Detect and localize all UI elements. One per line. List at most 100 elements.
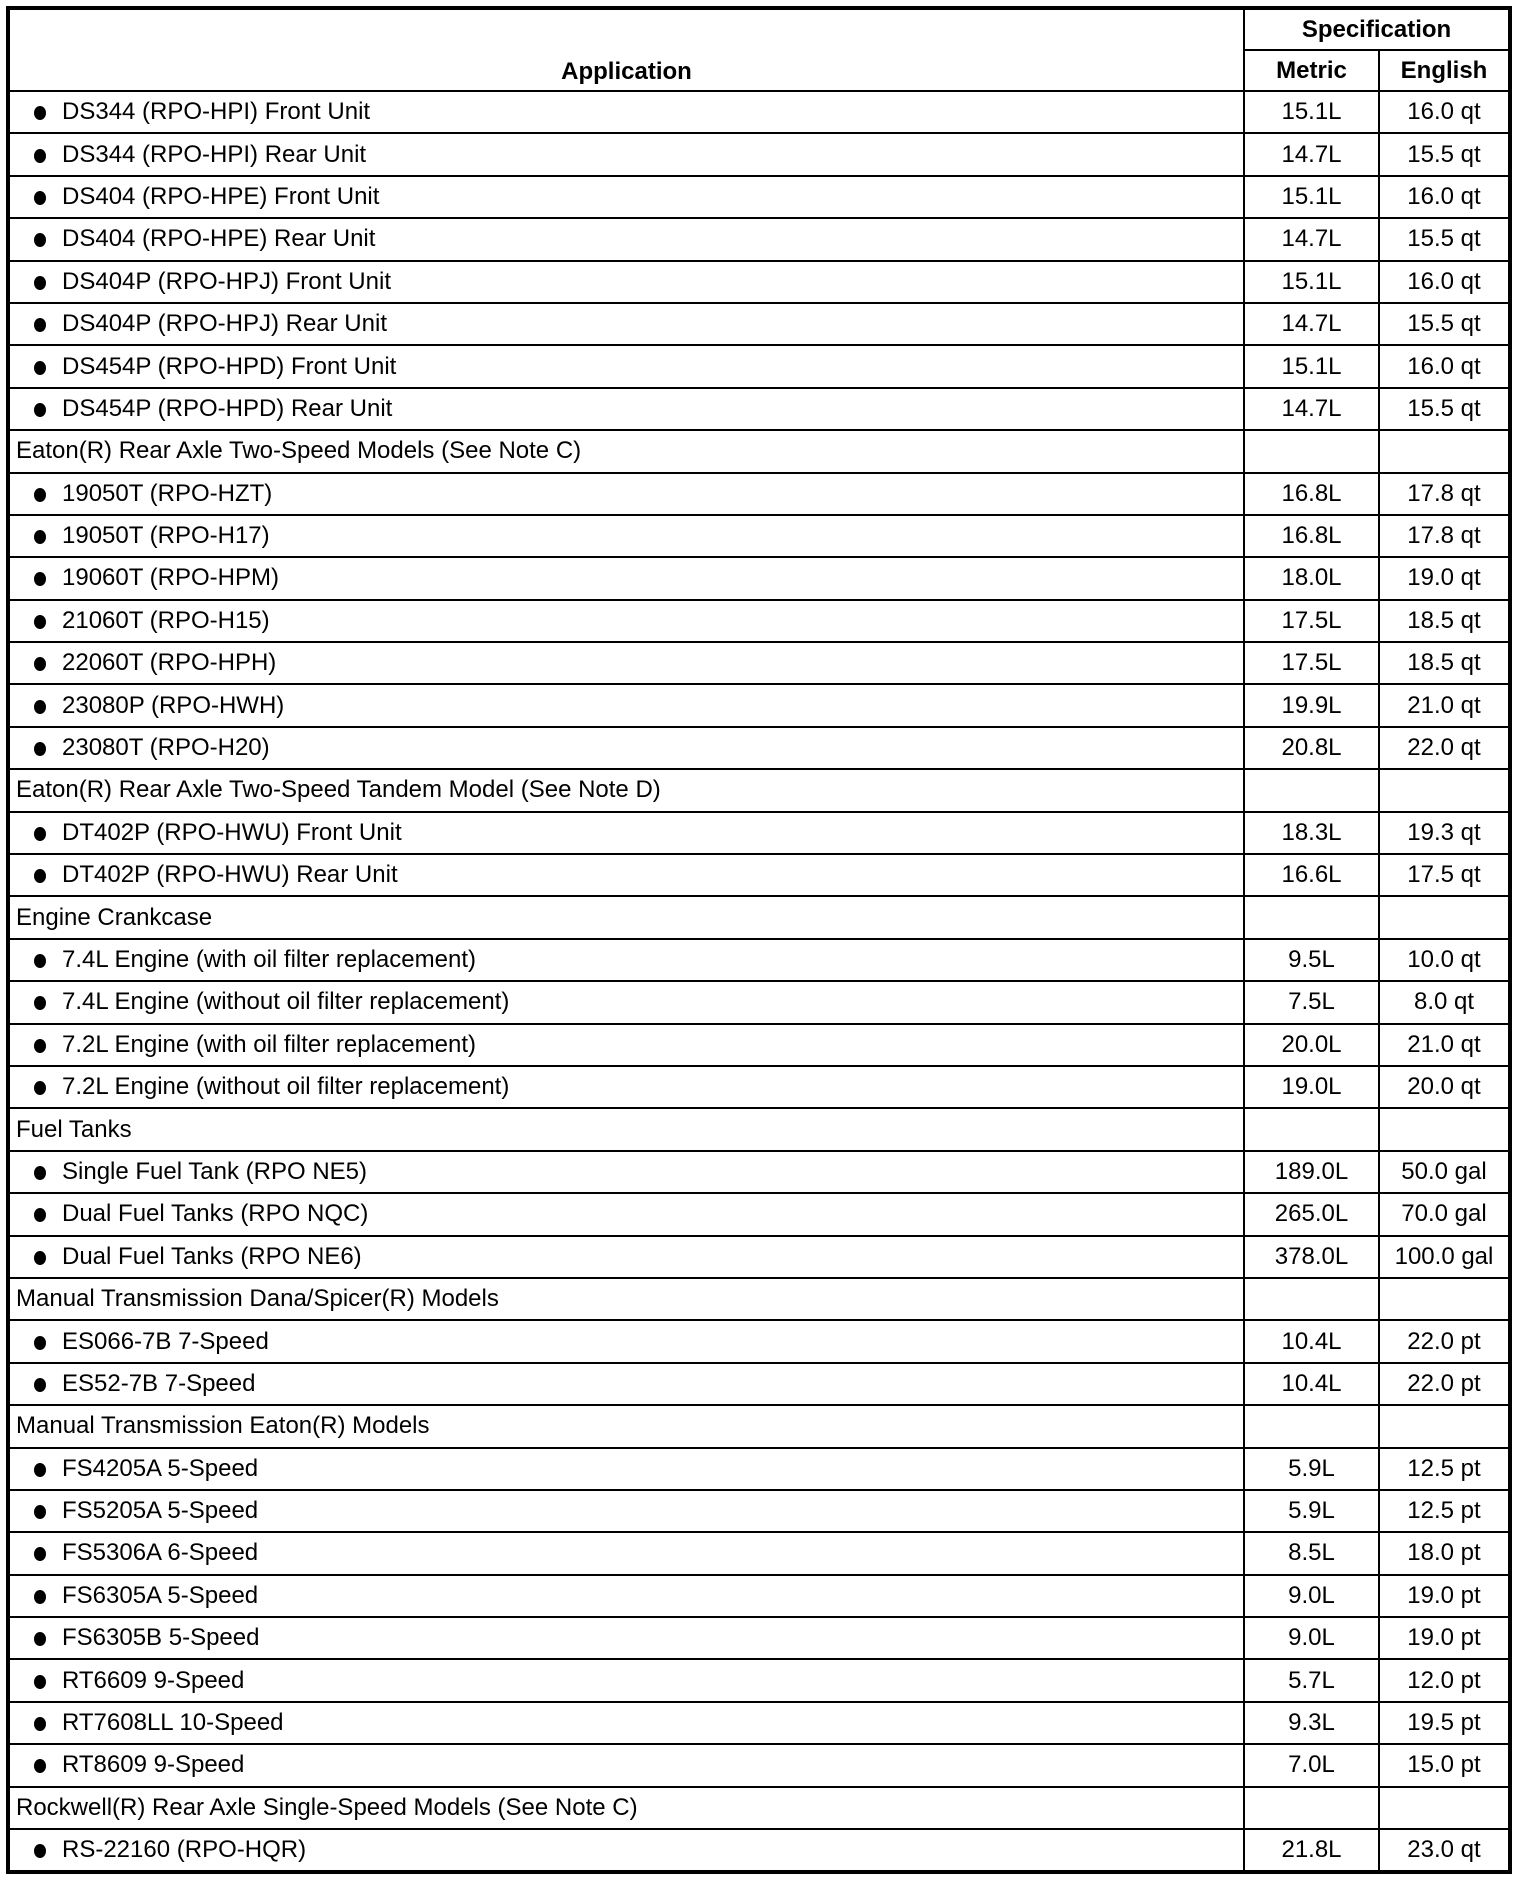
application-cell: Manual Transmission Eaton(R) Models — [7, 1404, 1245, 1449]
bullet-icon — [34, 1208, 46, 1223]
metric-cell — [1243, 1404, 1380, 1449]
english-cell: 16.0 qt — [1378, 174, 1511, 220]
table-row: 23080P (RPO-HWH) 19.9L 21.0 qt — [7, 683, 1511, 728]
application-label: 7.4L Engine (without oil filter replacem… — [62, 988, 510, 1016]
table-row: RT6609 9-Speed 5.7L 12.0 pt — [7, 1658, 1511, 1703]
metric-cell — [1243, 768, 1380, 813]
application-cell: 7.2L Engine (without oil filter replacem… — [7, 1064, 1245, 1110]
english-cell: 18.5 qt — [1378, 598, 1511, 644]
metric-cell: 14.7L — [1243, 301, 1380, 347]
metric-cell: 7.5L — [1243, 980, 1380, 1025]
english-cell: 16.0 qt — [1378, 89, 1511, 135]
english-cell: 10.0 qt — [1378, 937, 1511, 983]
application-label: Dual Fuel Tanks (RPO NQC) — [62, 1200, 369, 1228]
application-header: Application — [7, 7, 1245, 92]
table-row: DT402P (RPO-HWU) Front Unit 18.3L 19.3 qt — [7, 810, 1511, 856]
table-row: ES066-7B 7-Speed 10.4L 22.0 pt — [7, 1319, 1511, 1364]
english-cell: 12.5 pt — [1378, 1446, 1511, 1491]
section-row: Eaton(R) Rear Axle Two-Speed Tandem Mode… — [7, 768, 1511, 813]
metric-cell — [1243, 1276, 1380, 1322]
application-label: FS5205A 5-Speed — [62, 1497, 259, 1525]
metric-cell: 17.5L — [1243, 598, 1380, 644]
application-cell: DS454P (RPO-HPD) Front Unit — [7, 344, 1245, 389]
application-cell: DS404P (RPO-HPJ) Rear Unit — [7, 301, 1245, 347]
application-cell: ES52-7B 7-Speed — [7, 1361, 1245, 1407]
metric-cell: 5.7L — [1243, 1658, 1380, 1703]
application-label: Manual Transmission Eaton(R) Models — [16, 1412, 430, 1440]
application-label: 23080P (RPO-HWH) — [62, 691, 285, 719]
metric-cell — [1243, 895, 1380, 940]
bullet-icon — [34, 1081, 46, 1096]
table-row: Dual Fuel Tanks (RPO NQC) 265.0L 70.0 gal — [7, 1192, 1511, 1237]
application-label: Eaton(R) Rear Axle Two-Speed Tandem Mode… — [16, 776, 661, 804]
application-label: 21060T (RPO-H15) — [62, 606, 270, 634]
bullet-icon — [34, 530, 46, 545]
bullet-icon — [34, 1377, 46, 1392]
table-row: ES52-7B 7-Speed 10.4L 22.0 pt — [7, 1361, 1511, 1407]
bullet-icon — [34, 106, 46, 121]
metric-cell: 9.0L — [1243, 1573, 1380, 1619]
application-label: DS404P (RPO-HPJ) Front Unit — [62, 267, 391, 295]
metric-cell: 20.8L — [1243, 725, 1380, 771]
english-cell: 15.5 qt — [1378, 386, 1511, 432]
application-label: 7.2L Engine (without oil filter replacem… — [62, 1073, 510, 1101]
application-cell: 7.4L Engine (with oil filter replacement… — [7, 937, 1245, 983]
table-row: FS5205A 5-Speed 5.9L 12.5 pt — [7, 1488, 1511, 1534]
english-cell: 12.5 pt — [1378, 1488, 1511, 1534]
application-cell: RS-22160 (RPO-HQR) — [7, 1828, 1245, 1874]
application-cell: Rockwell(R) Rear Axle Single-Speed Model… — [7, 1785, 1245, 1831]
english-cell: 17.8 qt — [1378, 513, 1511, 559]
metric-header: Metric — [1243, 49, 1380, 92]
application-label: FS6305B 5-Speed — [62, 1624, 260, 1652]
english-cell: 19.0 qt — [1378, 556, 1511, 601]
application-cell: DS404 (RPO-HPE) Front Unit — [7, 174, 1245, 220]
table-row: DS454P (RPO-HPD) Front Unit 15.1L 16.0 qt — [7, 344, 1511, 389]
bullet-icon — [34, 1674, 46, 1689]
table-row: RS-22160 (RPO-HQR) 21.8L 23.0 qt — [7, 1828, 1511, 1874]
english-cell: 21.0 qt — [1378, 1022, 1511, 1067]
metric-cell: 18.0L — [1243, 556, 1380, 601]
english-cell: 23.0 qt — [1378, 1828, 1511, 1874]
application-label: RS-22160 (RPO-HQR) — [62, 1836, 307, 1864]
application-cell: ES066-7B 7-Speed — [7, 1319, 1245, 1364]
application-cell: Eaton(R) Rear Axle Two-Speed Models (See… — [7, 429, 1245, 474]
table-body: DS344 (RPO-HPI) Front Unit 15.1L 16.0 qt DS… — [7, 89, 1511, 1874]
english-header: English — [1378, 49, 1511, 92]
application-label: FS6305A 5-Speed — [62, 1581, 259, 1609]
metric-cell — [1243, 1107, 1380, 1152]
application-label: ES066-7B 7-Speed — [62, 1327, 269, 1355]
application-label: RT7608LL 10-Speed — [62, 1709, 284, 1737]
application-cell: FS5205A 5-Speed — [7, 1488, 1245, 1534]
application-cell: FS4205A 5-Speed — [7, 1446, 1245, 1491]
application-cell: 22060T (RPO-HPH) — [7, 641, 1245, 686]
application-cell: 19050T (RPO-H17) — [7, 513, 1245, 559]
english-cell: 21.0 qt — [1378, 683, 1511, 728]
metric-cell: 15.1L — [1243, 174, 1380, 220]
english-cell: 18.0 pt — [1378, 1531, 1511, 1576]
bullet-icon — [34, 1250, 46, 1265]
metric-cell: 14.7L — [1243, 386, 1380, 432]
bullet-icon — [34, 572, 46, 587]
table-row: 7.4L Engine (without oil filter replacem… — [7, 980, 1511, 1025]
application-label: 19050T (RPO-HZT) — [62, 479, 273, 507]
table-row: DS404 (RPO-HPE) Front Unit 15.1L 16.0 qt — [7, 174, 1511, 220]
section-row: Fuel Tanks — [7, 1107, 1511, 1152]
application-cell: 23080T (RPO-H20) — [7, 725, 1245, 771]
application-label: DS454P (RPO-HPD) Rear Unit — [62, 394, 393, 422]
application-label: DS404 (RPO-HPE) Front Unit — [62, 182, 380, 210]
bullet-icon — [34, 1717, 46, 1732]
table-row: 21060T (RPO-H15) 17.5L 18.5 qt — [7, 598, 1511, 644]
application-label: DS404P (RPO-HPJ) Rear Unit — [62, 310, 387, 338]
metric-cell: 20.0L — [1243, 1022, 1380, 1067]
bullet-icon — [34, 1335, 46, 1350]
metric-cell: 19.9L — [1243, 683, 1380, 728]
table-row: 7.2L Engine (with oil filter replacement… — [7, 1022, 1511, 1067]
bullet-icon — [34, 487, 46, 502]
english-cell — [1378, 1107, 1511, 1152]
bullet-icon — [34, 1632, 46, 1647]
metric-cell — [1243, 1785, 1380, 1831]
metric-cell: 14.7L — [1243, 217, 1380, 262]
table-row: FS6305A 5-Speed 9.0L 19.0 pt — [7, 1573, 1511, 1619]
application-label: RT6609 9-Speed — [62, 1666, 245, 1694]
metric-cell: 10.4L — [1243, 1361, 1380, 1407]
